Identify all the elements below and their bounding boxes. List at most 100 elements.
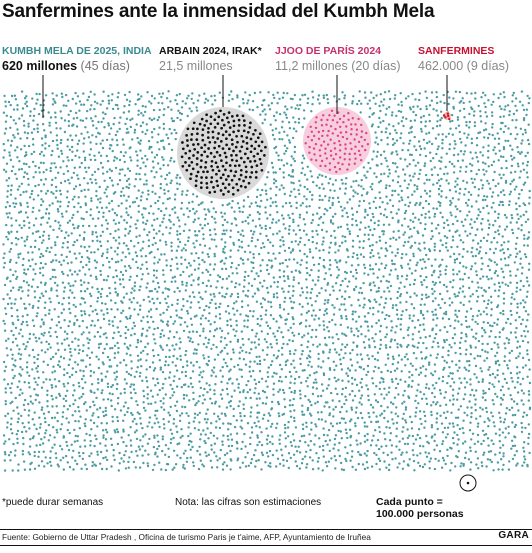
kumbh-dot xyxy=(441,317,445,320)
kumbh-dot xyxy=(69,134,72,137)
kumbh-dot xyxy=(41,274,45,277)
kumbh-dot xyxy=(139,417,142,420)
kumbh-dot xyxy=(144,173,147,176)
kumbh-dot xyxy=(475,172,478,176)
kumbh-dot xyxy=(161,348,164,351)
kumbh-dot xyxy=(158,196,161,199)
kumbh-dot xyxy=(99,295,103,298)
kumbh-dot xyxy=(34,217,38,220)
kumbh-dot xyxy=(230,261,234,265)
kumbh-dot xyxy=(98,185,101,189)
kumbh-dot xyxy=(260,306,264,309)
kumbh-dot xyxy=(91,286,94,289)
kumbh-dot xyxy=(433,337,437,340)
kumbh-dot xyxy=(490,259,493,262)
kumbh-dot xyxy=(26,361,29,364)
kumbh-dot xyxy=(424,336,427,339)
kumbh-dot xyxy=(410,385,413,388)
kumbh-dot xyxy=(392,357,395,361)
kumbh-dot xyxy=(49,326,52,330)
kumbh-dot xyxy=(102,215,105,218)
kumbh-dot xyxy=(329,274,333,277)
kumbh-dot xyxy=(253,230,256,233)
kumbh-dot xyxy=(82,103,86,106)
kumbh-dot xyxy=(55,94,58,97)
kumbh-dot xyxy=(322,360,325,363)
kumbh-dot xyxy=(124,151,127,154)
kumbh-dot xyxy=(496,359,500,363)
kumbh-dot xyxy=(322,373,326,377)
kumbh-dot xyxy=(332,289,335,292)
kumbh-dot xyxy=(250,348,253,351)
kumbh-dot xyxy=(179,341,182,344)
kumbh-dot xyxy=(451,360,454,363)
kumbh-dot xyxy=(9,144,13,147)
kumbh-dot xyxy=(422,323,425,326)
kumbh-dot xyxy=(83,137,86,140)
kumbh-dot xyxy=(462,265,465,268)
kumbh-dot xyxy=(125,352,128,355)
kumbh-dot xyxy=(41,200,45,203)
kumbh-dot xyxy=(275,372,278,375)
kumbh-dot xyxy=(311,240,314,244)
kumbh-dot xyxy=(482,206,485,210)
kumbh-dot xyxy=(465,310,469,313)
kumbh-dot xyxy=(61,411,65,414)
kumbh-dot xyxy=(195,360,199,364)
kumbh-dot xyxy=(481,348,484,352)
kumbh-dot xyxy=(473,185,477,189)
kumbh-dot xyxy=(75,116,79,120)
kumbh-dot xyxy=(509,274,512,277)
kumbh-dot xyxy=(412,351,416,355)
kumbh-dot xyxy=(305,380,308,383)
kumbh-dot xyxy=(151,224,154,227)
kumbh-dot xyxy=(435,152,438,156)
kumbh-dot xyxy=(297,117,301,121)
kumbh-dot xyxy=(259,91,262,94)
kumbh-dot xyxy=(325,230,328,233)
kumbh-dot xyxy=(22,279,26,283)
kumbh-dot xyxy=(42,323,45,326)
kumbh-dot xyxy=(451,403,455,406)
kumbh-dot xyxy=(326,301,329,304)
kumbh-dot xyxy=(194,234,197,237)
kumbh-dot xyxy=(185,284,188,287)
kumbh-dot xyxy=(385,326,388,329)
kumbh-dot xyxy=(193,218,197,221)
kumbh-dot xyxy=(378,303,381,306)
kumbh-dot xyxy=(400,224,404,227)
kumbh-dot xyxy=(99,326,102,329)
kumbh-dot xyxy=(136,354,140,357)
kumbh-dot xyxy=(341,343,344,346)
kumbh-dot xyxy=(202,237,205,240)
kumbh-dot xyxy=(237,386,240,389)
kumbh-dot xyxy=(428,104,432,107)
kumbh-dot xyxy=(127,347,130,350)
kumbh-dot xyxy=(146,353,149,356)
kumbh-dot xyxy=(481,380,484,383)
kumbh-dot xyxy=(106,170,109,173)
kumbh-dot xyxy=(459,301,462,304)
kumbh-dot xyxy=(396,274,399,278)
kumbh-dot xyxy=(96,248,100,251)
kumbh-dot xyxy=(386,406,389,409)
kumbh-dot xyxy=(502,189,505,192)
kumbh-dot xyxy=(414,269,417,272)
kumbh-dot xyxy=(40,241,44,244)
kumbh-dot xyxy=(105,256,109,260)
kumbh-dot xyxy=(504,105,507,108)
kumbh-dot xyxy=(399,301,402,304)
kumbh-dot xyxy=(441,298,444,301)
kumbh-dot xyxy=(303,117,306,120)
kumbh-dot xyxy=(502,130,506,134)
kumbh-dot xyxy=(414,368,418,371)
kumbh-dot xyxy=(440,190,443,193)
kumbh-dot xyxy=(223,346,226,350)
kumbh-dot xyxy=(80,309,83,313)
kumbh-dot xyxy=(433,395,436,399)
kumbh-dot xyxy=(345,334,348,337)
kumbh-dot xyxy=(515,372,519,375)
kumbh-dot xyxy=(63,236,67,240)
kumbh-dot xyxy=(452,273,455,276)
kumbh-dot xyxy=(230,280,233,283)
